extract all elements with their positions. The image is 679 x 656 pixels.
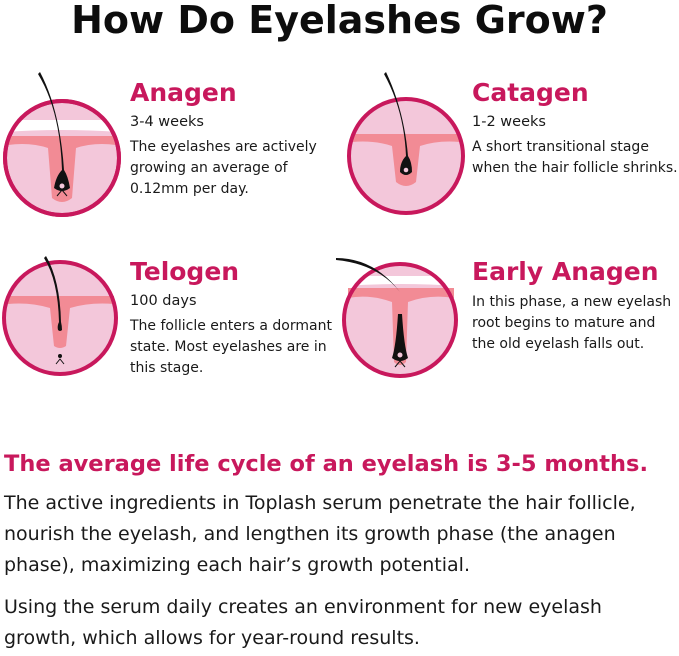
telogen-follicle-icon <box>2 256 118 376</box>
stage-description: In this phase, a new eyelash root begins… <box>472 294 672 352</box>
stage-description: The eyelashes are actively growing an av… <box>130 139 317 197</box>
stage-name: Telogen <box>130 257 240 286</box>
stage-name: Anagen <box>130 78 237 107</box>
catagen-follicle-icon <box>347 72 465 215</box>
stage-anagen: Anagen 3-4 weeks The eyelashes are activ… <box>130 78 345 200</box>
stage-description: The follicle enters a dormant state. Mos… <box>130 318 332 376</box>
anagen-follicle-icon <box>3 72 121 217</box>
summary-paragraph: Using the serum daily creates an environ… <box>4 596 602 649</box>
stage-name: Early Anagen <box>472 257 659 286</box>
stage-duration: 3-4 weeks <box>130 114 204 130</box>
stage-early-anagen: Early Anagen In this phase, a new eyelas… <box>472 257 679 355</box>
summary-heading: The average life cycle of an eyelash is … <box>4 451 648 477</box>
stage-duration: 1-2 weeks <box>472 114 546 130</box>
page-title: How Do Eyelashes Grow? <box>71 0 608 42</box>
stage-name: Catagen <box>472 78 589 107</box>
stage-telogen: Telogen 100 days The follicle enters a d… <box>130 257 340 379</box>
early-anagen-follicle-icon <box>336 258 458 378</box>
stage-description: A short transitional stage when the hair… <box>472 139 678 176</box>
stage-catagen: Catagen 1-2 weeks A short transitional s… <box>472 78 679 179</box>
summary-paragraph: The active ingredients in Toplash serum … <box>4 492 636 576</box>
stage-duration: 100 days <box>130 293 197 309</box>
